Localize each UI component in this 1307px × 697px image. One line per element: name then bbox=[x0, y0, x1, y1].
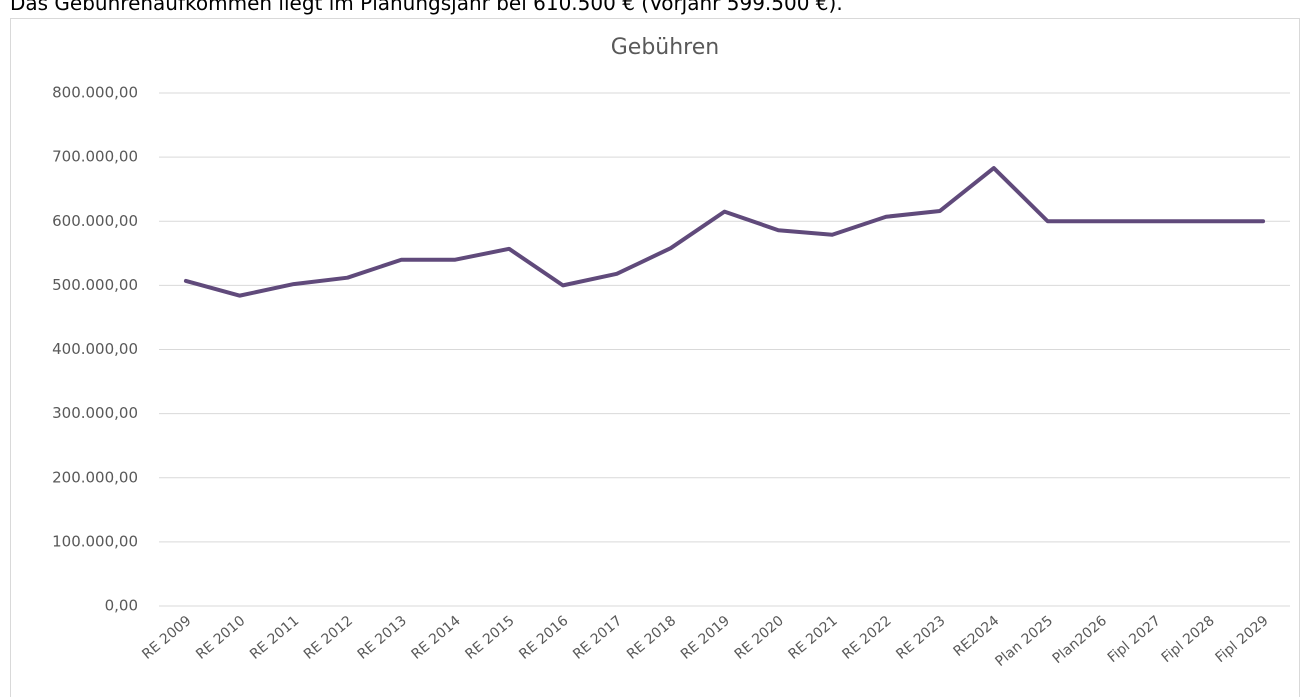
chart-title: Gebühren bbox=[611, 35, 719, 60]
y-tick-label: 400.000,00 bbox=[52, 340, 138, 358]
x-tick-label: Plan 2025 bbox=[992, 613, 1056, 670]
y-tick-label: 800.000,00 bbox=[52, 84, 138, 102]
x-tick-label: Plan2026 bbox=[1050, 613, 1110, 667]
chart-border bbox=[10, 18, 1300, 697]
y-tick-label: 700.000,00 bbox=[52, 148, 138, 166]
x-tick-label: RE 2020 bbox=[732, 613, 787, 663]
x-tick-label: RE 2009 bbox=[139, 613, 194, 663]
x-tick-label: RE 2012 bbox=[301, 613, 356, 663]
x-tick-label: RE 2022 bbox=[839, 613, 894, 663]
y-tick-label: 200.000,00 bbox=[52, 468, 138, 486]
y-tick-label: 100.000,00 bbox=[52, 532, 138, 550]
x-tick-label: RE 2023 bbox=[893, 613, 948, 663]
x-tick-label: RE2024 bbox=[951, 613, 1003, 660]
x-tick-label: RE 2013 bbox=[355, 613, 410, 663]
x-tick-label: RE 2011 bbox=[247, 613, 302, 663]
x-tick-label: RE 2010 bbox=[193, 613, 248, 663]
y-tick-label: 300.000,00 bbox=[52, 404, 138, 422]
x-tick-label: Fipl 2027 bbox=[1105, 613, 1164, 666]
x-tick-label: RE 2019 bbox=[678, 613, 733, 663]
x-tick-label: RE 2017 bbox=[570, 613, 625, 663]
y-tick-label: 500.000,00 bbox=[52, 276, 138, 294]
x-tick-label: RE 2018 bbox=[624, 613, 679, 663]
x-tick-label: RE 2016 bbox=[516, 613, 571, 663]
x-tick-label: RE 2021 bbox=[786, 613, 841, 663]
x-tick-label: Fipl 2028 bbox=[1159, 613, 1218, 666]
intro-text: Das Gebührenaufkommen liegt im Planungsj… bbox=[10, 0, 843, 15]
y-tick-label: 600.000,00 bbox=[52, 212, 138, 230]
y-tick-label: 0,00 bbox=[105, 597, 138, 615]
x-tick-label: RE 2015 bbox=[462, 613, 517, 663]
x-tick-label: RE 2014 bbox=[409, 613, 464, 663]
data-line bbox=[183, 166, 1266, 298]
x-tick-label: Fipl 2029 bbox=[1212, 613, 1271, 666]
